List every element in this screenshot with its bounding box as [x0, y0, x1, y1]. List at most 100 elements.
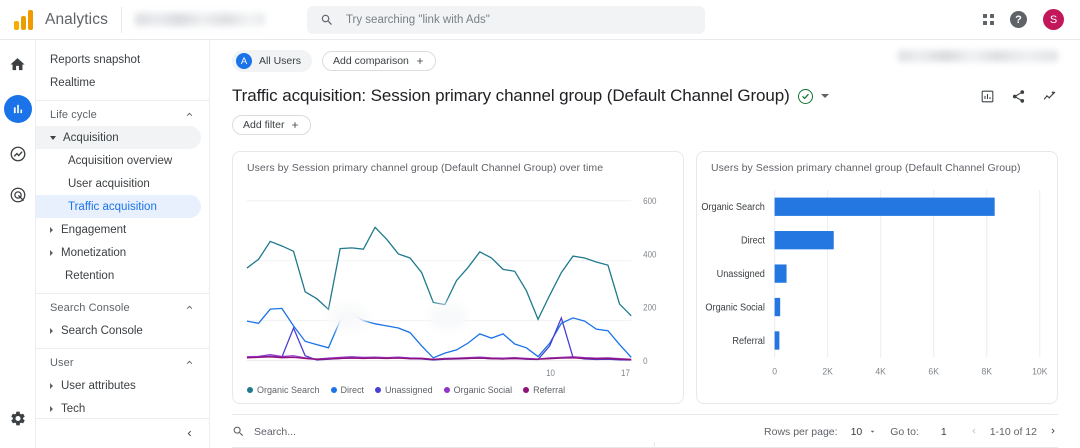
legend-color-dot — [247, 387, 253, 393]
sidebar-item-label: Search Console — [61, 324, 143, 337]
line-chart-legend: Organic Search Direct Unassigned Organic So… — [233, 385, 683, 403]
next-page-button[interactable] — [1048, 425, 1058, 439]
gear-icon[interactable] — [9, 410, 26, 432]
sidebar-item-acquisition[interactable]: Acquisition — [36, 126, 201, 149]
chevron-right-icon — [50, 382, 53, 389]
global-search-bar[interactable]: Try searching "link with Ads" — [306, 5, 705, 34]
bar-chart-svg: Organic Search Direct Unassigned Organic So… — [701, 190, 1047, 376]
audience-label: All Users — [259, 55, 302, 67]
y-axis-tick: 200 — [643, 302, 657, 313]
search-icon — [233, 426, 244, 437]
prev-page-button[interactable] — [969, 425, 979, 439]
sidebar-item-tech[interactable]: Tech — [36, 397, 201, 420]
bar-chart-title: Users by Session primary channel group (… — [711, 162, 1021, 174]
main-content: A All Users Add comparison Traffic acqui… — [210, 40, 1080, 448]
bar-chart-area[interactable]: Organic Search Direct Unassigned Organic So… — [697, 174, 1057, 403]
sidebar-item-label: Acquisition overview — [68, 154, 173, 167]
bar-category-label: Organic Social — [705, 302, 764, 313]
chevron-down-icon — [870, 430, 875, 433]
chevron-up-icon — [186, 112, 193, 117]
bar-category-label: Organic Search — [701, 202, 765, 213]
bar[interactable] — [774, 197, 995, 216]
sidebar-item-realtime[interactable]: Realtime — [36, 71, 201, 94]
audience-chip-all-users[interactable]: A All Users — [232, 50, 313, 72]
sidebar-item-acquisition-overview[interactable]: Acquisition overview — [36, 149, 201, 172]
sidebar-section-label: User — [50, 356, 74, 369]
bar-category-label: Unassigned — [717, 269, 765, 280]
share-icon[interactable] — [1011, 89, 1026, 104]
sidebar-item-user-attributes[interactable]: User attributes — [36, 374, 201, 397]
sidebar-item-label: User attributes — [61, 379, 136, 392]
insights-icon[interactable] — [1042, 88, 1058, 104]
plus-icon — [292, 122, 299, 128]
top-bar-actions: ? S — [983, 9, 1070, 30]
date-range-selector-blurred[interactable] — [898, 50, 1058, 62]
legend-color-dot — [330, 387, 337, 393]
goto-page-input[interactable]: 1 — [940, 425, 947, 438]
line-series — [247, 308, 631, 358]
y-axis-tick: 600 — [643, 196, 657, 207]
sidebar-item-traffic-acquisition[interactable]: Traffic acquisition — [36, 195, 201, 218]
bar[interactable] — [774, 231, 834, 250]
charts-row: Users by Session primary channel group (… — [210, 135, 1080, 404]
chevron-right-icon — [1051, 428, 1055, 433]
analytics-logo-icon — [14, 9, 36, 30]
add-filter-label: Add filter — [243, 119, 285, 131]
legend-item[interactable]: Organic Social — [443, 385, 513, 395]
line-chart-area[interactable]: 600 400 200 0 10 17 — [233, 174, 683, 385]
x-axis-tick: 8K — [981, 366, 992, 376]
legend-label: Referral — [533, 385, 566, 395]
sidebar-item-retention[interactable]: Retention — [36, 264, 201, 287]
apps-grid-icon[interactable] — [983, 14, 994, 25]
reports-bar-chart-icon[interactable] — [3, 95, 32, 123]
table-toolbar: Search... Rows per page: 10 Go to: 1 1-1… — [232, 414, 1058, 448]
legend-item[interactable]: Direct — [330, 385, 364, 395]
add-comparison-button[interactable]: Add comparison — [322, 51, 436, 71]
check-circle-icon — [797, 88, 813, 104]
bar[interactable] — [774, 297, 781, 317]
title-dropdown-chevron-down-icon[interactable] — [820, 94, 829, 98]
sidebar-nav: Reports snapshot Realtime Life cycle Acq… — [36, 40, 210, 448]
legend-item[interactable]: Unassigned — [375, 385, 433, 395]
chevron-left-icon — [972, 428, 976, 433]
search-icon — [321, 14, 332, 25]
sidebar-item-label: Reports snapshot — [50, 53, 141, 66]
sidebar-item-label: Acquisition — [63, 131, 119, 144]
sidebar-section-life-cycle[interactable]: Life cycle — [36, 100, 209, 126]
rows-per-page-select[interactable]: 10 — [851, 426, 878, 438]
x-axis-tick: 6K — [928, 366, 939, 376]
property-selector-blurred[interactable] — [134, 13, 265, 26]
edit-report-icon[interactable] — [980, 89, 995, 104]
line-chart-card: Users by Session primary channel group (… — [232, 151, 684, 404]
sidebar-collapse-button[interactable] — [36, 418, 209, 442]
sidebar-item-engagement[interactable]: Engagement — [36, 218, 201, 241]
explore-icon[interactable] — [8, 144, 28, 164]
sidebar-section-label: Search Console — [50, 301, 130, 314]
icon-rail — [0, 40, 36, 448]
sidebar-section-user[interactable]: User — [36, 348, 209, 374]
sidebar-section-label: Life cycle — [50, 108, 97, 121]
avatar[interactable]: S — [1043, 9, 1064, 30]
x-axis-tick: 2K — [822, 366, 833, 376]
sidebar-item-user-acquisition[interactable]: User acquisition — [36, 172, 201, 195]
add-filter-button[interactable]: Add filter — [232, 115, 312, 135]
bar[interactable] — [774, 264, 787, 283]
legend-label: Organic Social — [453, 385, 513, 395]
filter-row: Add filter — [232, 115, 1058, 135]
sidebar-item-monetization[interactable]: Monetization — [36, 241, 201, 264]
sidebar-section-search-console[interactable]: Search Console — [36, 293, 209, 319]
legend-item[interactable]: Organic Search — [247, 385, 320, 395]
table-search-input[interactable]: Search... — [232, 425, 442, 438]
goto-label: Go to: — [890, 425, 919, 438]
bar[interactable] — [774, 331, 780, 350]
sidebar-item-label: Monetization — [61, 246, 127, 259]
home-icon[interactable] — [8, 54, 28, 74]
legend-item[interactable]: Referral — [523, 385, 565, 395]
y-axis-tick: 0 — [643, 355, 648, 366]
sidebar-item-reports-snapshot[interactable]: Reports snapshot — [36, 48, 201, 71]
sidebar-item-search-console[interactable]: Search Console — [36, 319, 201, 342]
advertising-target-icon[interactable] — [8, 185, 28, 205]
brand-logo[interactable]: Analytics — [10, 9, 108, 30]
help-icon[interactable]: ? — [1010, 11, 1027, 28]
